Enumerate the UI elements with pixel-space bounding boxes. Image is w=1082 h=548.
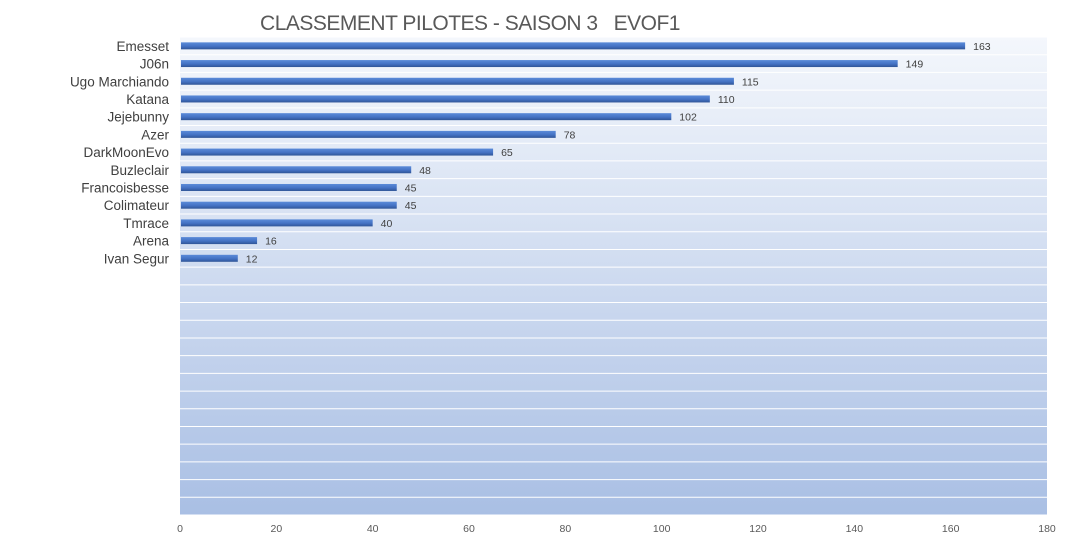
x-tick-label: 80 (559, 523, 571, 535)
bar-5 (181, 113, 672, 121)
category-label: Ugo Marchiando (70, 74, 169, 89)
category-label: Colimateur (104, 198, 170, 213)
chart-title: CLASSEMENT PILOTES - SAISON 3 EVOF1 (260, 12, 680, 35)
labels: Emesset 163 J06n 149 Ugo Marchiando 115 Katana… (70, 39, 1056, 535)
value-label: 12 (246, 253, 258, 265)
category-label: Azer (141, 127, 169, 142)
x-tick-label: 180 (1038, 523, 1056, 535)
bar-8 (181, 166, 412, 174)
gridlines (180, 36, 1047, 516)
x-tick-label: 140 (846, 523, 864, 535)
value-label: 115 (742, 76, 759, 88)
bar-10 (181, 201, 397, 209)
category-label: Jejebunny (107, 110, 169, 125)
x-tick-label: 0 (177, 523, 183, 535)
bar-2 (181, 60, 898, 68)
category-label: Francoisbesse (81, 180, 169, 195)
bar-13 (181, 254, 238, 262)
x-tick-label: 40 (367, 523, 379, 535)
category-label: Buzleclair (110, 163, 169, 178)
value-label: 40 (381, 218, 393, 230)
value-label: 149 (906, 59, 924, 71)
bar-9 (181, 183, 397, 191)
bar-4 (181, 95, 710, 103)
value-label: 16 (265, 236, 277, 248)
bar-7 (181, 148, 494, 156)
x-tick-label: 20 (270, 523, 282, 535)
value-label: 65 (501, 147, 513, 159)
category-label: J06n (140, 57, 169, 72)
category-label: Emesset (116, 39, 169, 54)
plot-area (180, 37, 1047, 515)
value-label: 45 (405, 182, 417, 194)
x-tick-label: 100 (653, 523, 671, 535)
category-label: Tmrace (123, 216, 169, 231)
value-label: 78 (564, 129, 576, 141)
value-label: 45 (405, 200, 417, 212)
value-label: 163 (973, 41, 991, 53)
x-tick-label: 60 (463, 523, 475, 535)
category-label: Arena (133, 234, 170, 249)
bar-11 (181, 219, 373, 227)
x-tick-label: 160 (942, 523, 960, 535)
bar-3 (181, 77, 734, 85)
bar-12 (181, 237, 258, 245)
x-tick-label: 120 (749, 523, 767, 535)
category-label: DarkMoonEvo (83, 145, 169, 160)
bars (181, 42, 966, 262)
value-label: 110 (718, 94, 735, 106)
category-label: Ivan Segur (104, 251, 170, 266)
bar-6 (181, 130, 556, 138)
value-label: 48 (419, 165, 431, 177)
bar-1 (181, 42, 966, 50)
value-label: 102 (679, 112, 697, 124)
category-label: Katana (126, 92, 169, 107)
